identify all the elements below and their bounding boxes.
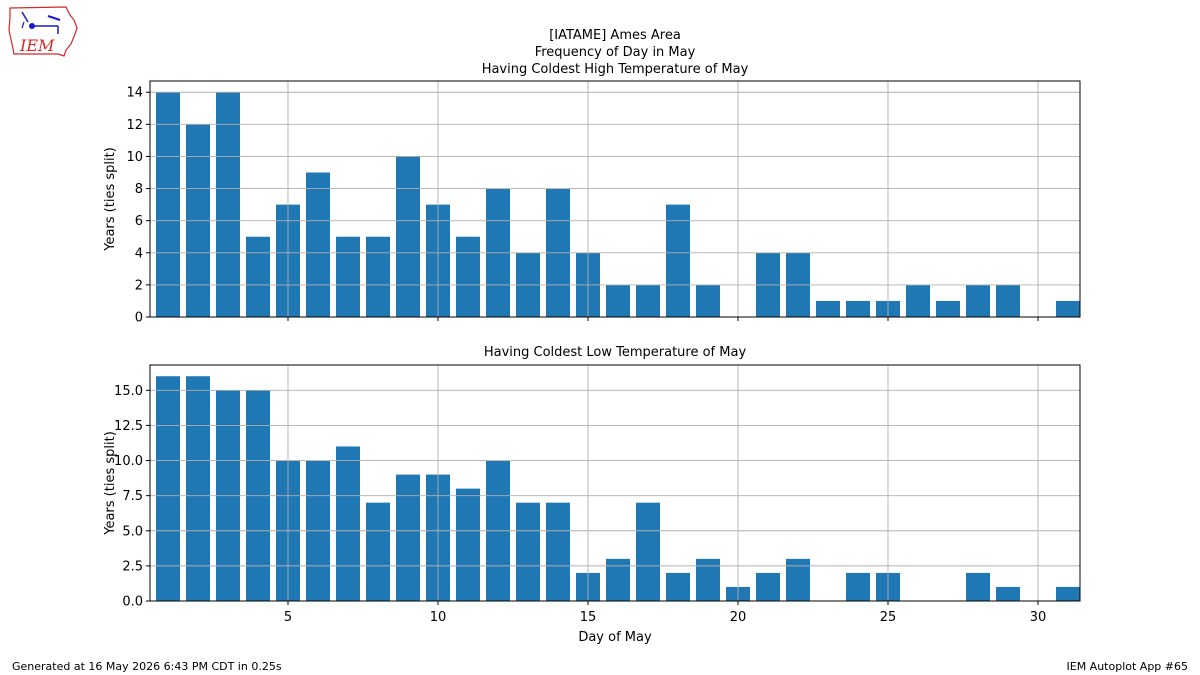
c1-bar-day-2 (186, 376, 210, 601)
c0-bar-day-31 (1056, 300, 1080, 317)
c0-ytick-label-0: 0 (135, 311, 143, 326)
c0-bar-day-16 (606, 284, 630, 317)
c0-bar-day-8 (366, 236, 390, 317)
c0-ytick-label-12: 12 (126, 118, 143, 133)
c1-bar-day-1 (156, 376, 180, 601)
c0-bar-day-4 (246, 236, 270, 317)
c0-bar-day-29 (996, 284, 1020, 317)
c0-bar-day-3 (216, 92, 240, 317)
c0-bar-day-18 (666, 204, 690, 317)
c0-bar-day-17 (636, 284, 660, 317)
c1-bar-day-8 (366, 502, 390, 601)
c1-xtick-label-15: 15 (580, 610, 597, 625)
c1-ytick-label-7.5: 7.5 (122, 489, 143, 504)
c1-bar-day-13 (516, 502, 540, 601)
logo-text: IEM (19, 36, 55, 55)
c1-bar-day-31 (1056, 586, 1080, 601)
c1-bar-day-22 (786, 558, 810, 601)
c1-bar-day-7 (336, 446, 360, 601)
footer-generated: Generated at 16 May 2026 6:43 PM CDT in … (12, 660, 282, 673)
footer-app: IEM Autoplot App #65 (1066, 660, 1189, 673)
c1-ytick-label-2.5: 2.5 (122, 559, 143, 574)
c0-bar-day-9 (396, 156, 420, 317)
c1-xlabel: Day of May (578, 630, 652, 645)
c0-ytick-label-4: 4 (135, 246, 143, 261)
c1-bar-day-17 (636, 502, 660, 601)
c1-bar-day-11 (456, 488, 480, 601)
c1-xtick-label-5: 5 (284, 610, 292, 625)
c1-bar-day-14 (546, 502, 570, 601)
chart-coldest-high: 0 2 4 6 8 10 12 14 Years (ties split) (103, 80, 1081, 326)
c0-bar-day-26 (906, 284, 930, 317)
chart-coldest-low: 0.0 2.5 5.0 7.5 10.0 12.5 15.0 5 10 15 20 25 30 Years… (103, 345, 1081, 645)
c1-ylabel: Years (ties split) (103, 431, 118, 536)
c0-bar-day-28 (966, 284, 990, 317)
c0-bar-day-19 (696, 284, 720, 317)
c0-bar-day-6 (306, 172, 330, 317)
c1-ytick-label-15: 15.0 (114, 384, 143, 399)
c1-bar-day-24 (846, 572, 870, 601)
c1-xtick-label-10: 10 (430, 610, 447, 625)
c0-ytick-label-14: 14 (126, 86, 143, 101)
c0-bar-day-11 (456, 236, 480, 317)
c1-bar-day-19 (696, 558, 720, 601)
c1-bar-day-18 (666, 572, 690, 601)
c1-xtick-label-20: 20 (730, 610, 747, 625)
c1-axes-frame (149, 364, 1081, 602)
iem-logo: IEM (8, 6, 78, 57)
c0-ytick-label-8: 8 (135, 182, 143, 197)
c0-bar-day-1 (156, 92, 180, 317)
c1-ytick-label-5: 5.0 (122, 524, 143, 539)
c1-bar-day-16 (606, 558, 630, 601)
c0-axes-frame (149, 80, 1081, 318)
c1-xtick-label-30: 30 (1030, 610, 1047, 625)
c0-bar-day-7 (336, 236, 360, 317)
c1-bar-day-9 (396, 474, 420, 601)
c0-bar-day-27 (936, 300, 960, 317)
c0-bar-day-23 (816, 300, 840, 317)
c0-ytick-label-2: 2 (135, 278, 143, 293)
c1-bar-day-28 (966, 572, 990, 601)
c1-ytick-label-0: 0.0 (122, 595, 143, 610)
title-line-1: [IATAME] Ames Area (549, 28, 681, 43)
c0-bar-day-24 (846, 300, 870, 317)
title-line-2: Frequency of Day in May (535, 45, 696, 60)
c1-title: Having Coldest Low Temperature of May (484, 345, 747, 360)
c0-ylabel: Years (ties split) (103, 147, 118, 252)
title-line-3: Having Coldest High Temperature of May (482, 62, 749, 77)
c0-ytick-label-6: 6 (135, 214, 143, 229)
c1-ytick-label-10: 10.0 (114, 454, 143, 469)
c0-ytick-label-10: 10 (126, 150, 143, 165)
c1-bar-day-29 (996, 586, 1020, 601)
c1-ytick-label-12.5: 12.5 (114, 419, 143, 434)
c1-xtick-label-25: 25 (880, 610, 897, 625)
c1-bar-day-21 (756, 572, 780, 601)
